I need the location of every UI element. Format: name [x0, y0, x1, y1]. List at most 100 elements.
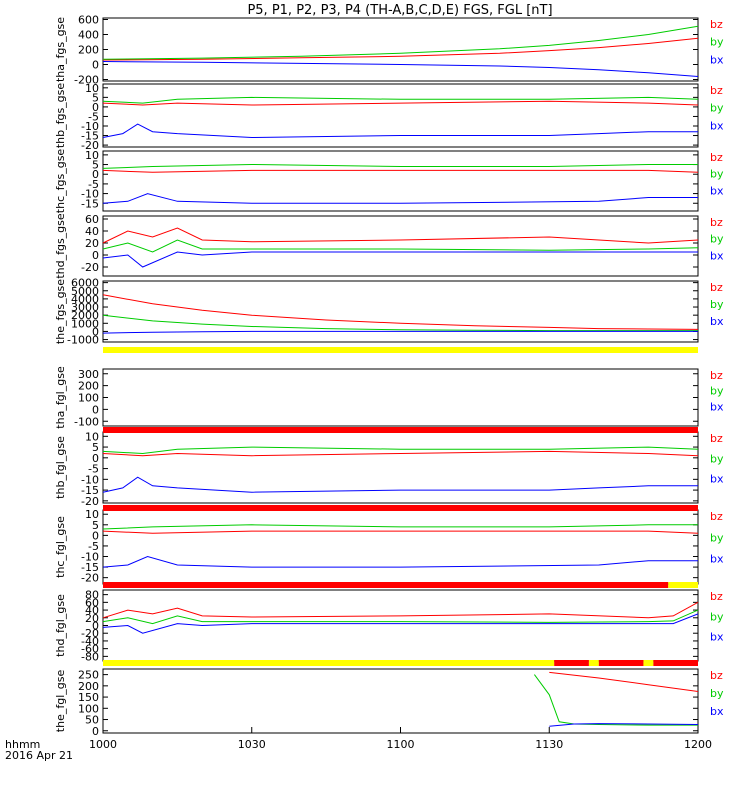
y-tick-label: 200 [78, 680, 99, 693]
series-line-by [102, 446, 699, 455]
status-bar-segment [103, 660, 555, 666]
y-tick-label: -10 [81, 188, 99, 201]
y-tick-label: 60 [85, 596, 99, 609]
y-tick-label: 40 [85, 604, 99, 617]
series-line-by [533, 674, 698, 726]
status-bar-segment [103, 582, 669, 588]
series-line-bx [102, 330, 698, 334]
legend-bx: bx [710, 315, 724, 328]
y-tick-label: 80 [85, 589, 99, 602]
y-tick-label: 0 [92, 249, 99, 262]
y-tick-label: 50 [85, 714, 99, 727]
status-bar-segment [598, 660, 644, 666]
y-tick-label: 20 [85, 612, 99, 625]
series-line-bx [102, 193, 698, 204]
series-line-bx [102, 251, 698, 268]
chart-title: P5, P1, P2, P3, P4 (TH-A,B,C,D,E) FGS, F… [247, 3, 552, 18]
x-axis-label-date: 2016 Apr 21 [5, 749, 73, 762]
legend-bx: bx [710, 53, 724, 66]
y-axis-label: the_fgl_gse [54, 670, 67, 733]
y-tick-label: -10 [81, 473, 99, 486]
y-tick-label: 6000 [71, 277, 99, 290]
panel-frame [102, 215, 699, 277]
y-tick-label: -10 [81, 120, 99, 133]
series-line-bz [102, 450, 699, 457]
y-tick-label: 5 [92, 159, 99, 172]
y-tick-label: -20 [81, 627, 99, 640]
status-bars-group [103, 347, 698, 666]
series-line-by [102, 609, 699, 625]
legend-bx: bx [710, 473, 724, 486]
y-tick-label: -5 [88, 540, 99, 553]
y-tick-label: 3000 [71, 301, 99, 314]
y-tick-label: -200 [74, 74, 99, 87]
panel-the_fgs_gse: 6000500040003000200010000-1000the_fgs_gs… [54, 277, 724, 347]
time-axis: 1000 1030 1100 1130 1200 [89, 727, 712, 751]
x-tick-label: 1200 [684, 738, 712, 751]
y-tick-label: -1000 [67, 334, 99, 347]
panel-frame [102, 17, 699, 82]
x-tick-label: 1130 [535, 738, 563, 751]
y-tick-label: -80 [81, 650, 99, 663]
panel-frame [102, 589, 699, 662]
y-tick-label: 4000 [71, 293, 99, 306]
series-line-bx [102, 555, 698, 568]
y-tick-label: 300 [78, 368, 99, 381]
y-tick-label: 0 [92, 403, 99, 416]
y-tick-label: 0 [92, 325, 99, 338]
y-axis-label: thd_fgs_gse [54, 213, 67, 279]
series-line-by [102, 239, 699, 253]
y-tick-label: 2000 [71, 309, 99, 322]
legend-bx: bx [710, 249, 724, 262]
y-tick-label: 60 [85, 213, 99, 226]
y-tick-label: 10 [85, 508, 99, 521]
y-tick-label: -100 [74, 415, 99, 428]
y-tick-label: 0 [92, 59, 99, 72]
series-line-bz [549, 671, 699, 692]
legend-bz: bz [710, 151, 723, 164]
series-line-bz [102, 601, 699, 619]
legend-bz: bz [710, 669, 723, 682]
legend-by: by [710, 102, 724, 115]
legend-by: by [710, 385, 724, 398]
y-axis-label: tha_fgl_gse [54, 366, 67, 429]
legend-by: by [710, 168, 724, 181]
legend-bz: bz [710, 84, 723, 97]
y-tick-label: 5 [92, 441, 99, 454]
x-axis-label-hhmm: hhmm [5, 738, 40, 751]
series-line-by [102, 163, 698, 169]
y-tick-label: -20 [81, 139, 99, 152]
y-axis-label: tha_fgs_gse [54, 17, 67, 82]
status-bar-segment [103, 347, 698, 353]
panel-tha_fgs_gse: -200 0 200 400 600 tha_fgs_gse bz by bx [54, 14, 724, 87]
legend-bx: bx [710, 631, 724, 644]
legend-bx: bx [710, 119, 724, 132]
series-line-bz [102, 227, 699, 244]
series-line-by [102, 524, 698, 530]
legend-bx: bx [710, 553, 724, 566]
x-tick-label: 1100 [387, 738, 415, 751]
series-line-bz [102, 530, 699, 534]
series-line-by [102, 314, 698, 332]
legend-bz: bz [710, 590, 723, 603]
series-line-by [102, 96, 699, 104]
y-tick-label: 0 [92, 101, 99, 114]
y-tick-label: 10 [85, 149, 99, 162]
x-tick-label: 1000 [89, 738, 117, 751]
series-line-bx [102, 61, 699, 77]
y-tick-label: -5 [88, 178, 99, 191]
y-tick-label: -15 [81, 484, 99, 497]
legend-bz: bz [710, 281, 723, 294]
y-tick-label: -20 [81, 495, 99, 508]
y-tick-label: 1000 [71, 317, 99, 330]
y-axis-label: thb_fgs_gse [54, 83, 67, 149]
status-bar-segment [103, 427, 698, 433]
